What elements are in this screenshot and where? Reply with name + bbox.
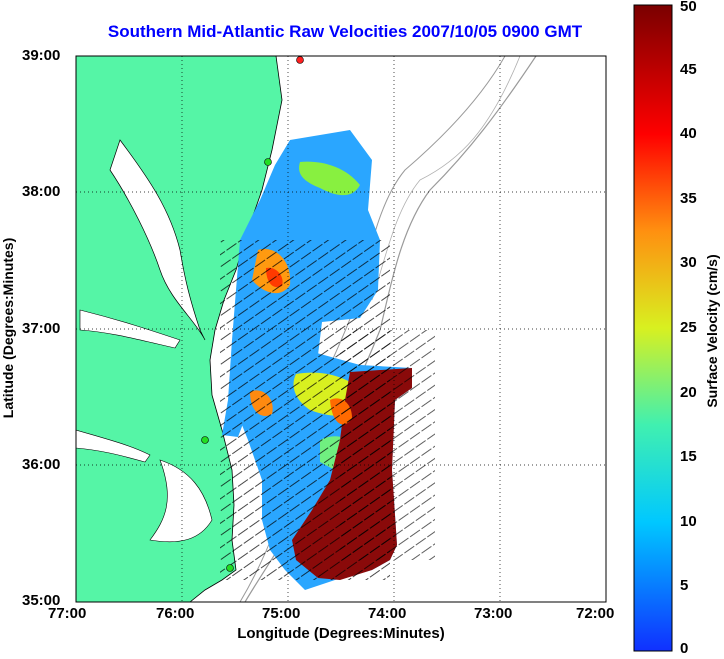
station-marker: [201, 436, 209, 444]
x-tick-label: 73:00: [474, 605, 513, 622]
station-marker: [296, 56, 304, 64]
x-tick-label: 75:00: [262, 605, 301, 622]
colorbar-tick-label: 50: [680, 0, 697, 15]
sound: [149, 459, 213, 543]
colorbar-label: Surface Velocity (cm/s): [704, 254, 720, 408]
y-tick-label: 36:00: [22, 456, 61, 473]
colorbar-tick-label: 15: [680, 448, 697, 466]
station-marker: [226, 564, 234, 572]
colorbar-tick-label: 10: [680, 512, 697, 530]
colorbar-tick-label: 45: [680, 60, 697, 78]
colorbar-tick-label: 0: [680, 640, 689, 657]
y-tick-label: 35:00: [22, 592, 61, 609]
x-tick-label: 76:00: [156, 605, 195, 622]
map-axes: [75, 55, 607, 603]
map-title: Southern Mid-Atlantic Raw Velocities 200…: [107, 22, 583, 41]
colorbar-tick-label: 40: [680, 125, 697, 143]
colorbar-tick-label: 35: [680, 189, 697, 207]
colorbar-tick-label: 25: [680, 319, 697, 336]
y-tick-label: 38:00: [22, 183, 61, 200]
y-tick-label: 39:00: [22, 47, 61, 64]
colorbar: [633, 4, 673, 652]
colorbar-tick-label: 20: [680, 383, 697, 401]
x-axis-label: Longitude (Degrees:Minutes): [237, 625, 445, 642]
grid-lines: [76, 56, 606, 602]
y-tick-label: 37:00: [22, 320, 61, 337]
colorbar-tick-label: 5: [680, 577, 689, 595]
y-axis-label: Latitude (Degrees:Minutes): [0, 237, 16, 419]
x-tick-label: 72:00: [576, 605, 615, 622]
x-tick-label: 77:00: [48, 605, 87, 622]
chesapeake-bay: [109, 139, 206, 341]
colorbar-tick-label: 30: [680, 254, 697, 272]
x-tick-label: 74:00: [368, 605, 407, 622]
station-marker: [264, 158, 272, 166]
